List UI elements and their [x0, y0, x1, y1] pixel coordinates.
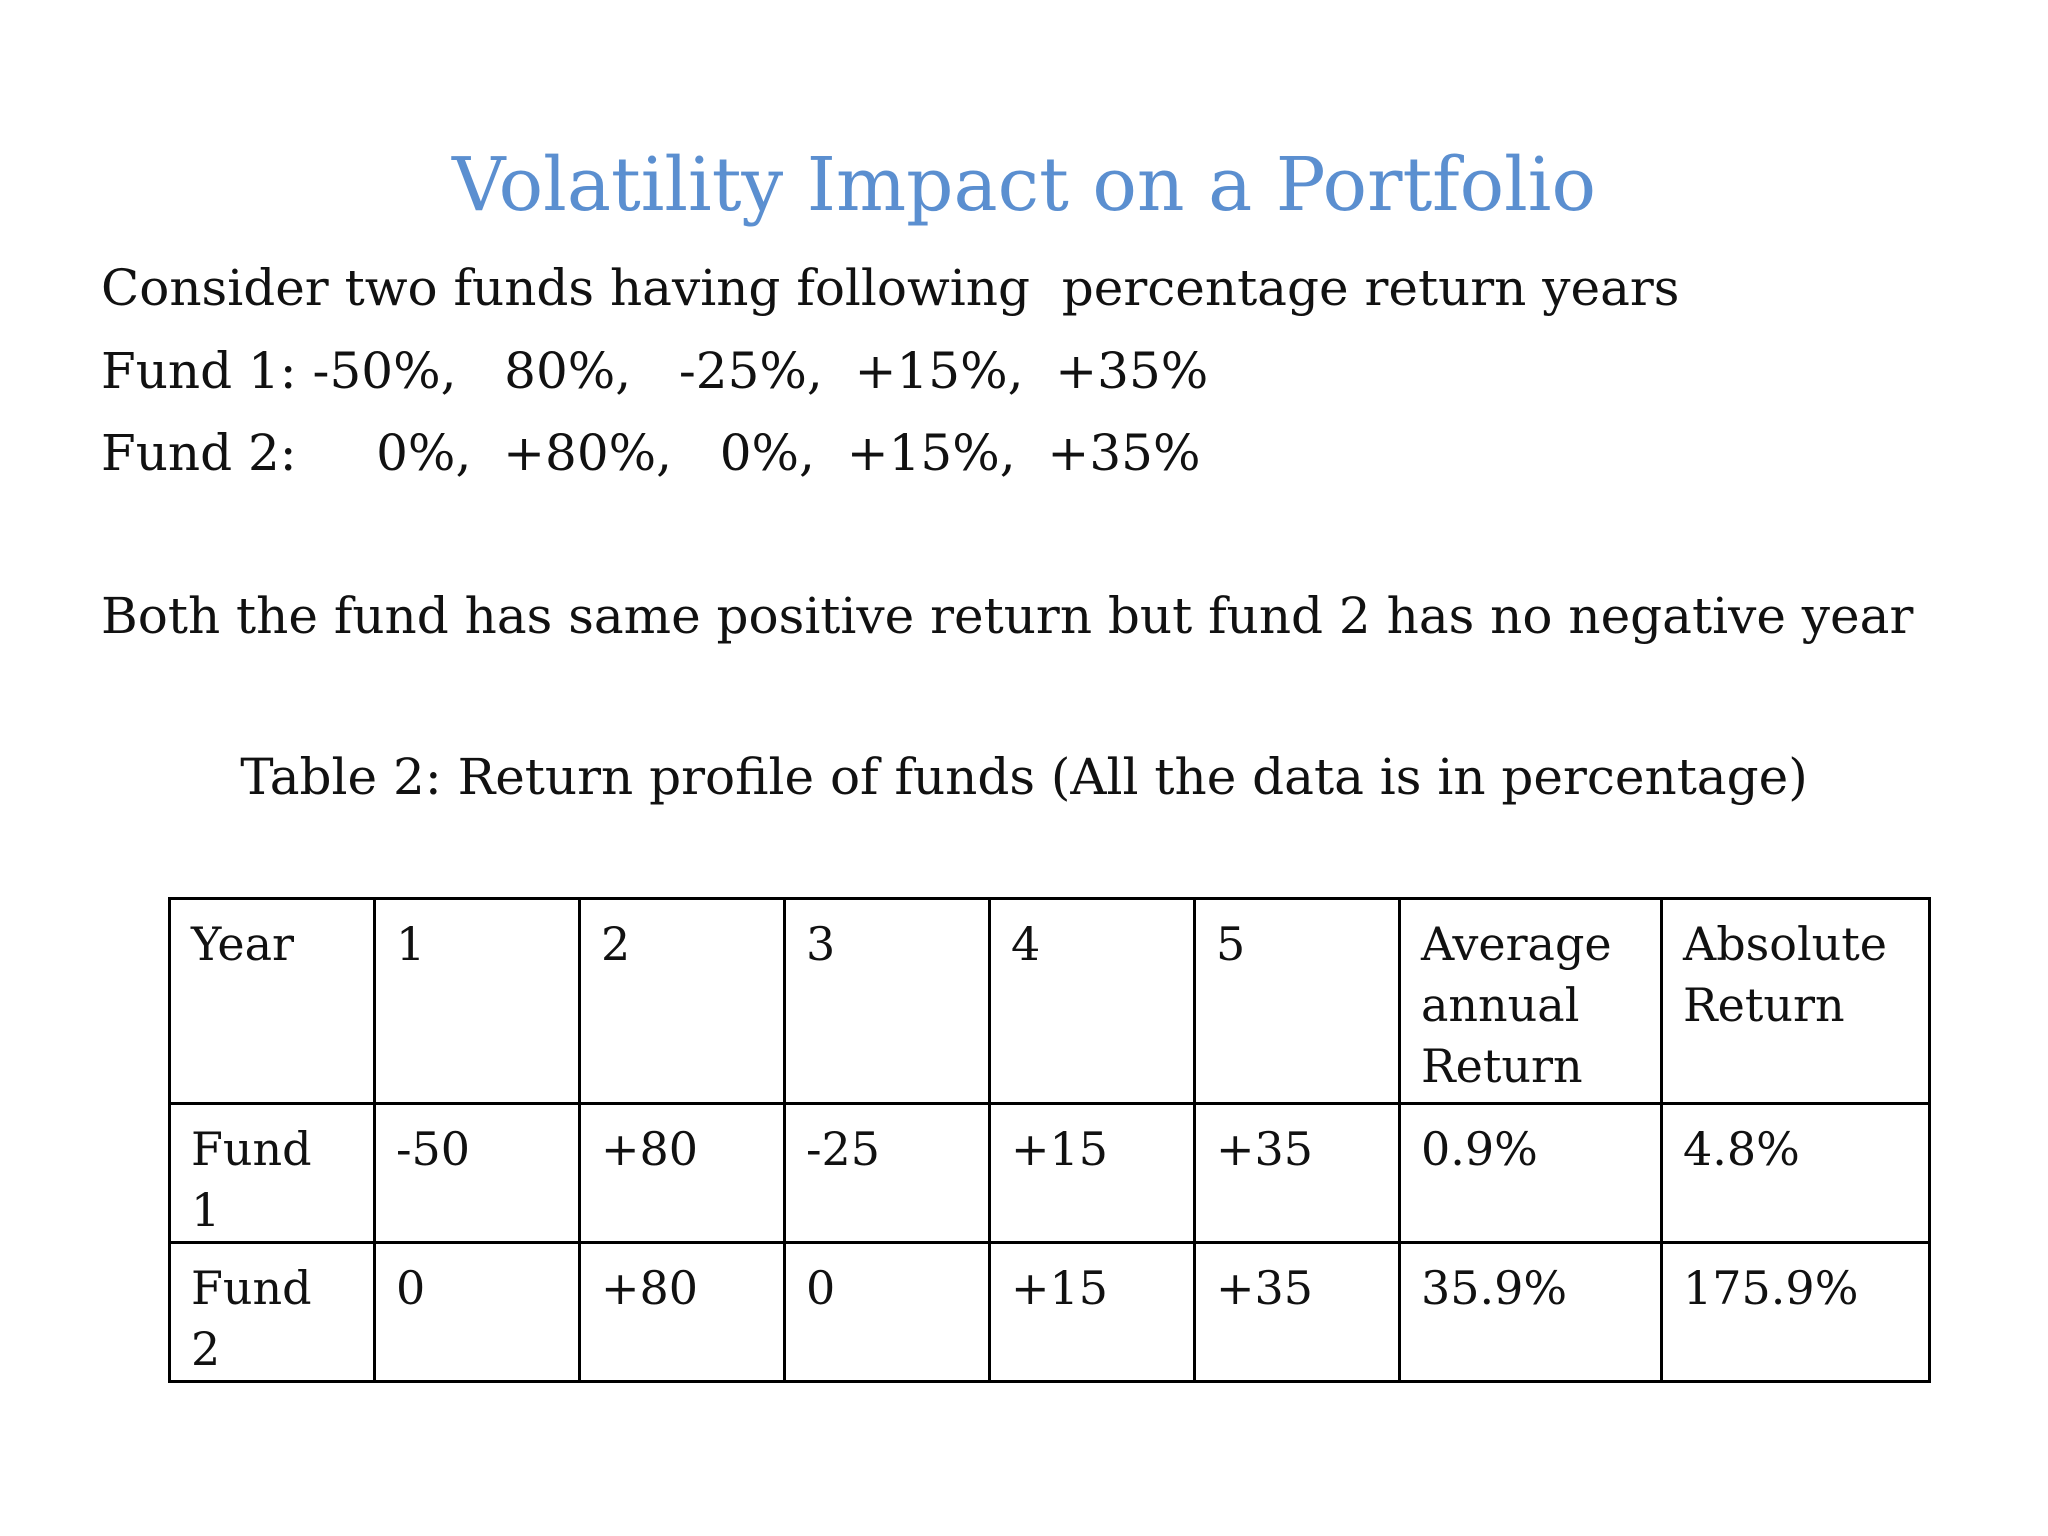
returns-table: Year 1 2 3 4 5 Average annual Return Abs… [168, 897, 1931, 1383]
header-cell-year-1: 1 [373, 897, 581, 1105]
header-cell-year-3: 3 [783, 897, 991, 1105]
table-cell: +80 [578, 1241, 786, 1383]
header-cell-year: Year [168, 897, 376, 1105]
table-header-row: Year 1 2 3 4 5 Average annual Return Abs… [168, 897, 1931, 1105]
header-cell-year-5: 5 [1193, 897, 1401, 1105]
table-row-fund-2: Fund 2 0 +80 0 +15 +35 35.9% 175.9% [168, 1241, 1931, 1383]
table-cell: 35.9% [1398, 1241, 1663, 1383]
table-cell: -25 [783, 1102, 991, 1244]
table-cell: 175.9% [1660, 1241, 1931, 1383]
table-cell: 0 [783, 1241, 991, 1383]
table-cell: +35 [1193, 1102, 1401, 1244]
header-cell-year-4: 4 [988, 897, 1196, 1105]
fund1-returns-line: Fund 1: -50%, 80%, -25%, +15%, +35% [101, 342, 1209, 400]
table-cell: +80 [578, 1102, 786, 1244]
table-cell: 4.8% [1660, 1102, 1931, 1244]
table-cell: 0.9% [1398, 1102, 1663, 1244]
comparison-note: Both the fund has same positive return b… [101, 587, 1914, 645]
header-cell-average-annual-return: Average annual Return [1398, 897, 1663, 1105]
slide-title: Volatility Impact on a Portfolio [451, 142, 1597, 228]
header-cell-absolute-return: Absolute Return [1660, 897, 1931, 1105]
table-cell: Fund 2 [168, 1241, 376, 1383]
table-cell: +35 [1193, 1241, 1401, 1383]
table-cell: 0 [373, 1241, 581, 1383]
intro-text: Consider two funds having following perc… [101, 259, 1680, 317]
fund2-returns-line: Fund 2: 0%, +80%, 0%, +15%, +35% [101, 424, 1201, 482]
table-cell: Fund 1 [168, 1102, 376, 1244]
header-cell-year-2: 2 [578, 897, 786, 1105]
table-cell: -50 [373, 1102, 581, 1244]
table-caption: Table 2: Return profile of funds (All th… [240, 748, 1808, 806]
table-row-fund-1: Fund 1 -50 +80 -25 +15 +35 0.9% 4.8% [168, 1102, 1931, 1244]
table-cell: +15 [988, 1241, 1196, 1383]
table-cell: +15 [988, 1102, 1196, 1244]
